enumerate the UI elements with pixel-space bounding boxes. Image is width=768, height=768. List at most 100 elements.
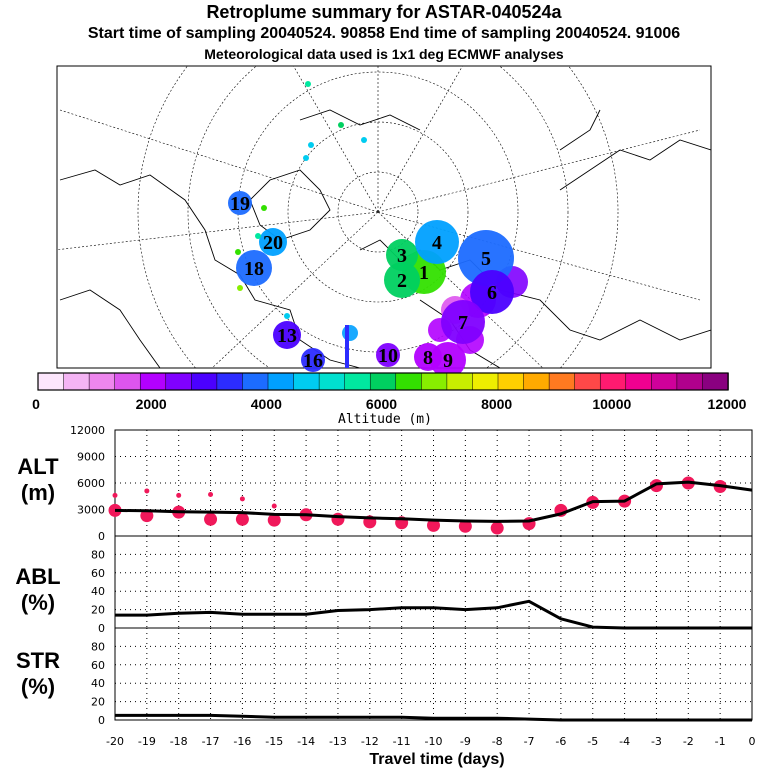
met-data-text: Meteorological data used is 1x1 deg ECMW… bbox=[204, 46, 564, 62]
y-tick-label: 9000 bbox=[77, 451, 105, 464]
plume-day-label: 2 bbox=[397, 270, 407, 292]
plume-day-label: 9 bbox=[443, 350, 453, 372]
plume-marker bbox=[271, 503, 277, 509]
plume-blob bbox=[273, 321, 301, 349]
y-axis-unit: (%) bbox=[21, 590, 55, 615]
y-tick-label: 20 bbox=[91, 696, 105, 709]
panel-abl: 0 20 40 60 80 ABL(%) bbox=[15, 535, 753, 635]
plume-marker bbox=[458, 519, 472, 533]
plume-day-label: 19 bbox=[230, 193, 250, 215]
colorbar-cell bbox=[191, 372, 218, 391]
series-line-alt bbox=[114, 480, 753, 523]
plume-blobs bbox=[228, 81, 528, 378]
colorbar-cell bbox=[651, 372, 678, 391]
plume-point bbox=[303, 155, 309, 161]
plume-blob bbox=[342, 325, 358, 341]
y-tick-label: 80 bbox=[91, 640, 105, 653]
colorbar-cell bbox=[523, 372, 550, 391]
colorbar-frame bbox=[37, 372, 729, 391]
x-axis-label: Travel time (days) bbox=[369, 751, 504, 768]
colorbar-tick-label: 8000 bbox=[481, 396, 512, 412]
plume-marker bbox=[108, 503, 122, 517]
colorbar-cell bbox=[702, 372, 729, 391]
y-tick-label: 6000 bbox=[77, 477, 105, 490]
time-series-panels: 030006000900012000ALT(m)020406080ABL(%)0… bbox=[15, 424, 755, 768]
x-tick-label: -20 bbox=[106, 735, 124, 748]
plume-blob bbox=[236, 250, 272, 286]
y-tick-label: 0 bbox=[98, 622, 105, 635]
colorbar-cell bbox=[625, 372, 653, 391]
colorbar-cell bbox=[242, 372, 269, 391]
x-tick-label: -18 bbox=[170, 735, 188, 748]
colorbar-cell bbox=[114, 372, 141, 391]
colorbar-cell bbox=[267, 372, 295, 391]
plume-marker bbox=[208, 491, 214, 497]
x-tick-label: -14 bbox=[297, 735, 315, 748]
colorbar-tick-label: 4000 bbox=[251, 396, 282, 412]
plume-day-label: 20 bbox=[263, 232, 283, 254]
x-tick-label: -4 bbox=[619, 735, 630, 748]
map-frame bbox=[56, 65, 712, 369]
plume-blob bbox=[376, 343, 400, 367]
x-tick-label: -9 bbox=[460, 735, 471, 748]
plume-blob bbox=[228, 191, 252, 215]
plume-point bbox=[237, 285, 243, 291]
plume-point bbox=[361, 137, 367, 143]
y-tick-label: 20 bbox=[91, 604, 105, 617]
plume-day-label: 10 bbox=[378, 345, 398, 367]
plume-marker bbox=[144, 488, 150, 494]
plume-marker bbox=[427, 518, 440, 532]
colorbar-cell bbox=[139, 372, 167, 391]
y-axis-label: STR bbox=[16, 648, 60, 673]
x-tick-label: -5 bbox=[587, 735, 598, 748]
y-tick-label: 80 bbox=[91, 548, 105, 561]
colorbar-cell bbox=[446, 372, 474, 391]
plume-day-label: 7 bbox=[458, 312, 468, 334]
y-tick-label: 60 bbox=[91, 567, 105, 580]
plume-marker bbox=[490, 521, 504, 535]
x-tick-label: -3 bbox=[651, 735, 662, 748]
plume-point bbox=[261, 205, 267, 211]
y-tick-label: 0 bbox=[98, 714, 105, 727]
colorbar-cell bbox=[37, 372, 65, 391]
colorbar-cell bbox=[574, 372, 601, 391]
y-tick-label: 0 bbox=[98, 530, 105, 543]
plume-day-label: 3 bbox=[397, 245, 407, 267]
x-tick-label: -16 bbox=[233, 735, 251, 748]
x-tick-label: -2 bbox=[683, 735, 694, 748]
y-tick-label: 3000 bbox=[77, 504, 105, 517]
y-axis-label: ALT bbox=[17, 454, 59, 479]
x-tick-label: -12 bbox=[361, 735, 379, 748]
chart-title: Retroplume summary for ASTAR-040524a bbox=[206, 2, 562, 22]
trajectory-bar bbox=[345, 325, 349, 368]
x-tick-label: -15 bbox=[265, 735, 283, 748]
altitude-colorbar: 0 2000 4000 6000 8000 10000 12000 Altitude (m) bbox=[32, 372, 747, 427]
plume-day-label: 1 bbox=[419, 262, 429, 284]
plume-point bbox=[305, 81, 311, 87]
colorbar-cell bbox=[497, 372, 525, 391]
plume-blob bbox=[259, 228, 287, 256]
plume-blob bbox=[301, 348, 325, 372]
colorbar-label: Altitude (m) bbox=[338, 412, 432, 427]
colorbar-cell bbox=[88, 372, 116, 391]
plume-blob bbox=[470, 270, 514, 314]
plume-marker bbox=[331, 512, 345, 526]
plume-marker bbox=[176, 492, 182, 498]
plume-day-label: 18 bbox=[244, 258, 264, 280]
x-tick-label: -6 bbox=[555, 735, 566, 748]
colorbar-cell bbox=[548, 372, 576, 391]
y-tick-label: 60 bbox=[91, 659, 105, 672]
plume-point bbox=[338, 122, 344, 128]
y-axis-unit: (m) bbox=[21, 480, 55, 505]
colorbar-cell bbox=[216, 372, 244, 391]
x-tick-label: -13 bbox=[329, 735, 347, 748]
y-axis-label: ABL bbox=[15, 564, 60, 589]
plume-point bbox=[284, 313, 290, 319]
plume-marker bbox=[112, 492, 118, 498]
plume-blob bbox=[441, 300, 485, 344]
x-tick-label: -11 bbox=[393, 735, 411, 748]
colorbar-cell bbox=[369, 372, 397, 391]
